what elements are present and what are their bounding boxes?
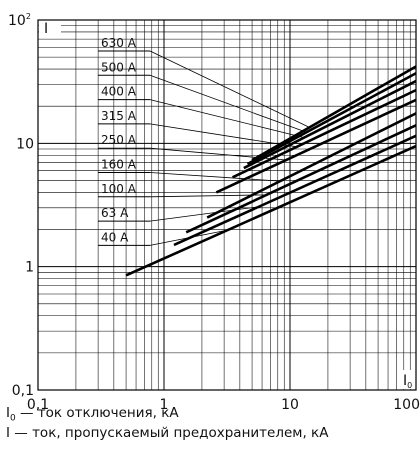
series-label-100-A: 100 A: [101, 182, 137, 196]
legend-symbol-i0: I0: [6, 405, 16, 424]
series-line-400-A: [243, 79, 417, 170]
y-tick-label: 10: [16, 136, 34, 152]
series-label-400-A: 400 A: [101, 85, 137, 99]
series-label-63-A: 63 A: [101, 206, 129, 220]
series-leader-line: [149, 194, 267, 198]
y-tick-label: 1: [25, 260, 34, 276]
legend-line-let-through-current: I — ток, пропускаемый предохранителем, к…: [6, 425, 328, 441]
y-tick-label-top: 102: [8, 12, 31, 29]
series-line-100-A: [185, 124, 417, 234]
legend-text-breaking-current: — ток отключения, кА: [15, 405, 179, 421]
legend-text-let-through-current: I — ток, пропускаемый предохранителем, к…: [6, 425, 329, 441]
series-leader-line: [149, 50, 310, 128]
y-axis-label: I: [44, 21, 48, 37]
x-axis-label-box: [399, 370, 415, 389]
series-leader-line: [149, 206, 259, 222]
series-line-500-A: [246, 72, 417, 166]
series-line-160-A: [206, 112, 417, 219]
x-tick-label: 1: [160, 397, 169, 413]
series-leader-line: [149, 74, 307, 133]
y-tick-label: 0,1: [12, 383, 34, 399]
x-tick-label: 0,1: [27, 397, 49, 413]
x-tick-label: 100: [393, 397, 420, 413]
y-axis-label-box: [39, 21, 61, 35]
series-layer: 630 A 500 A 400 A 315 A 250 A 160 A 100 A 63 A 4…: [98, 36, 417, 277]
legend-line-breaking-current: I0 — ток отключения, кА: [6, 405, 179, 424]
series-label-40-A: 40 A: [101, 230, 129, 244]
series-leader-line: [149, 99, 305, 139]
series-label-630-A: 630 A: [101, 36, 137, 50]
series-label-500-A: 500 A: [101, 60, 137, 74]
x-axis-label: I0: [403, 373, 412, 390]
series-label-160-A: 160 A: [101, 158, 137, 172]
axis-labels: I I0 0,1 1 10 100 0,1 1 10 102: [8, 12, 420, 413]
series-line-40-A: [125, 144, 417, 277]
series-label-315-A: 315 A: [101, 109, 137, 123]
series-leader-line: [149, 229, 228, 246]
series-leader-line: [149, 172, 281, 182]
grid: [37, 19, 417, 391]
series-leader-line: [149, 123, 297, 148]
plot-frame: [37, 19, 417, 391]
series-label-250-A: 250 A: [101, 133, 137, 147]
series-line-250-A: [215, 98, 417, 194]
series-line-630-A: [251, 65, 417, 162]
series-leader-line: [149, 147, 287, 161]
x-tick-label: 10: [281, 397, 299, 413]
series-line-315-A: [231, 88, 417, 179]
series-line-63-A: [173, 134, 417, 247]
